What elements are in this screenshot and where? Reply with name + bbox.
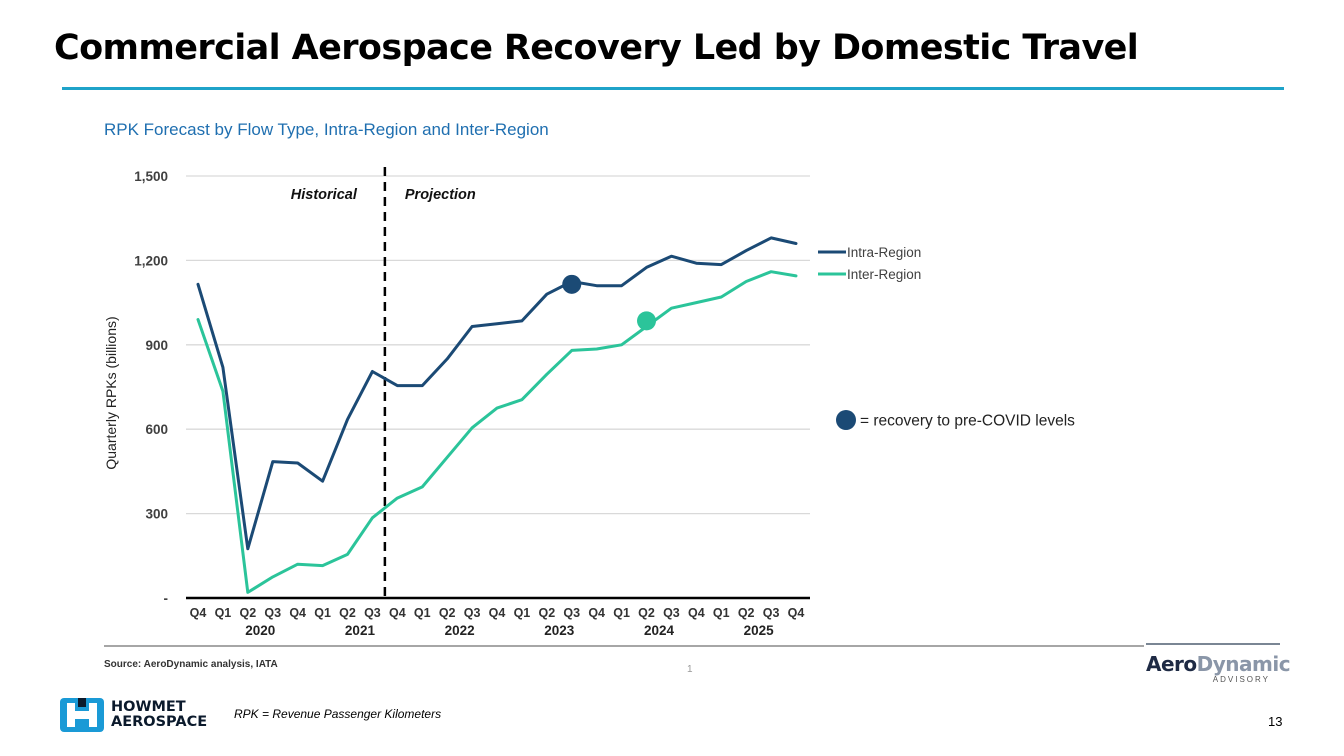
howmet-logo-line1: HOWMET xyxy=(111,699,186,715)
x-year-label: 2021 xyxy=(345,623,376,638)
x-tick-label: Q2 xyxy=(638,606,655,620)
x-tick-label: Q2 xyxy=(538,606,555,620)
x-tick-label: Q1 xyxy=(414,606,431,620)
projection-label: Projection xyxy=(405,187,476,203)
x-tick-label: Q2 xyxy=(738,606,755,620)
chart-title: RPK Forecast by Flow Type, Intra-Region … xyxy=(104,120,549,139)
source-note: Source: AeroDynamic analysis, IATA xyxy=(104,659,278,670)
x-tick-label: Q3 xyxy=(663,606,680,620)
slide-title: Commercial Aerospace Recovery Led by Dom… xyxy=(54,28,1139,68)
howmet-aerospace-logo: HOWMET AEROSPACE xyxy=(60,698,207,732)
recovery-marker-intra-region xyxy=(562,274,582,294)
x-tick-label: Q2 xyxy=(239,606,256,620)
y-tick-label: 1,500 xyxy=(134,169,168,184)
historical-label: Historical xyxy=(291,187,358,203)
x-tick-label: Q3 xyxy=(364,606,381,620)
x-tick-label: Q3 xyxy=(763,606,780,620)
x-tick-label: Q1 xyxy=(514,606,531,620)
x-year-label: 2023 xyxy=(544,623,575,638)
y-tick-label: 1,200 xyxy=(134,253,168,268)
footnote: RPK = Revenue Passenger Kilometers xyxy=(234,707,442,721)
x-year-label: 2022 xyxy=(445,623,475,638)
x-tick-label: Q4 xyxy=(389,606,406,620)
x-tick-label: Q1 xyxy=(613,606,630,620)
howmet-mark-icon xyxy=(60,698,104,732)
recovery-legend-text: = recovery to pre-COVID levels xyxy=(860,413,1075,430)
x-tick-label: Q4 xyxy=(289,606,306,620)
y-tick-label: 900 xyxy=(145,338,168,353)
x-tick-label: Q1 xyxy=(713,606,730,620)
legend-label-intra-region: Intra-Region xyxy=(847,245,921,260)
recovery-marker-inter-region xyxy=(637,311,657,331)
x-tick-label: Q3 xyxy=(563,606,580,620)
x-tick-label: Q3 xyxy=(264,606,281,620)
y-axis-title: Quarterly RPKs (billions) xyxy=(103,316,119,469)
title-divider xyxy=(62,87,1284,90)
x-year-label: 2025 xyxy=(744,623,775,638)
logo-aero-text: Aero xyxy=(1146,652,1197,676)
logo-advisory-text: ADVISORY xyxy=(1212,675,1270,684)
x-tick-label: Q1 xyxy=(314,606,331,620)
legend-label-inter-region: Inter-Region xyxy=(847,267,921,282)
x-tick-label: Q4 xyxy=(788,606,805,620)
x-tick-label: Q3 xyxy=(464,606,481,620)
x-year-label: 2024 xyxy=(644,623,675,638)
y-tick-label: - xyxy=(164,591,169,606)
series-line-inter-region xyxy=(196,270,798,594)
x-tick-label: Q1 xyxy=(215,606,232,620)
page-number: 13 xyxy=(1268,714,1283,729)
y-tick-label: 600 xyxy=(145,422,168,437)
logo-dynamic-text: Dynamic xyxy=(1196,652,1291,676)
x-tick-label: Q2 xyxy=(439,606,456,620)
howmet-logo-line2: AEROSPACE xyxy=(111,714,208,730)
x-tick-label: Q4 xyxy=(588,606,605,620)
x-tick-label: Q4 xyxy=(489,606,506,620)
y-tick-label: 300 xyxy=(145,507,168,522)
x-year-label: 2020 xyxy=(245,623,275,638)
embedded-page-mark: 1 xyxy=(687,664,693,675)
series-line-intra-region xyxy=(196,236,798,551)
logo-wordmark: AeroDynamic xyxy=(1146,652,1291,676)
logo-bar xyxy=(1146,643,1280,645)
recovery-legend-dot-icon xyxy=(836,410,856,430)
aerodynamic-advisory-logo: AeroDynamic ADVISORY xyxy=(1146,643,1291,684)
x-tick-label: Q4 xyxy=(688,606,705,620)
x-tick-label: Q4 xyxy=(190,606,207,620)
x-tick-label: Q2 xyxy=(339,606,356,620)
